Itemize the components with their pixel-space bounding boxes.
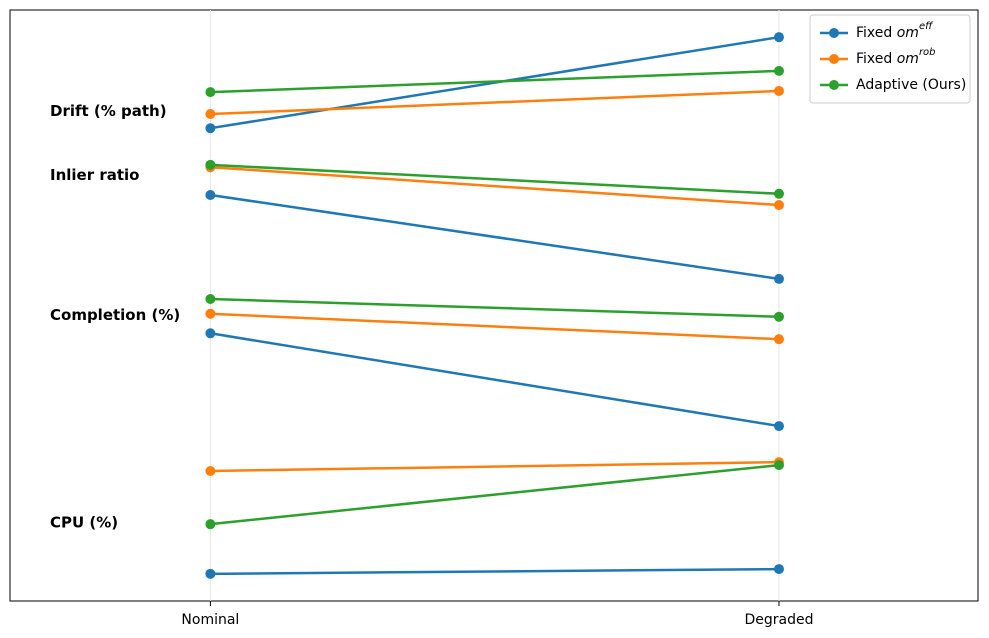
group-label: Drift (% path): [50, 102, 167, 120]
point: [205, 87, 216, 98]
point: [773, 32, 784, 43]
point: [773, 421, 784, 432]
legend-label: Adaptive (Ours): [856, 77, 966, 93]
point: [205, 308, 216, 319]
slope-line: [210, 69, 780, 94]
legend-label: Fixed omeff: [856, 21, 934, 41]
legend-label: Fixed omrob: [856, 47, 936, 67]
slope-line: [210, 193, 780, 281]
slope-line: [210, 312, 780, 341]
point: [205, 189, 216, 200]
point: [205, 159, 216, 170]
slope-line: [210, 89, 780, 116]
point: [205, 293, 216, 304]
slope-line: [210, 163, 780, 196]
point: [205, 465, 216, 476]
legend-box: [809, 14, 971, 104]
point: [773, 564, 784, 575]
x-tick-label: Nominal: [181, 612, 239, 628]
slope-line: [210, 165, 780, 207]
legend-marker: [829, 80, 839, 90]
slope-line: [210, 297, 780, 318]
point: [773, 311, 784, 322]
point: [773, 200, 784, 211]
point: [205, 328, 216, 339]
group-label: Inlier ratio: [50, 166, 139, 184]
legend-marker: [829, 28, 839, 38]
point: [773, 85, 784, 96]
slope-line: [210, 332, 780, 428]
slope-line: [210, 463, 780, 526]
point: [773, 334, 784, 345]
plot-frame: [9, 9, 979, 602]
group-label: CPU (%): [50, 513, 118, 531]
point: [205, 519, 216, 530]
legend-marker: [829, 54, 839, 64]
point: [773, 460, 784, 471]
slope-line: [210, 460, 779, 473]
point: [773, 188, 784, 199]
point: [773, 65, 784, 76]
point: [205, 568, 216, 579]
x-tick-label: Degraded: [744, 612, 813, 628]
slope-line: [210, 567, 779, 576]
legend: Fixed omeff Fixed omrob Adaptive (Ours): [809, 14, 971, 104]
group-label: Completion (%): [50, 306, 180, 324]
point: [773, 273, 784, 284]
point: [205, 109, 216, 120]
point: [205, 123, 216, 134]
